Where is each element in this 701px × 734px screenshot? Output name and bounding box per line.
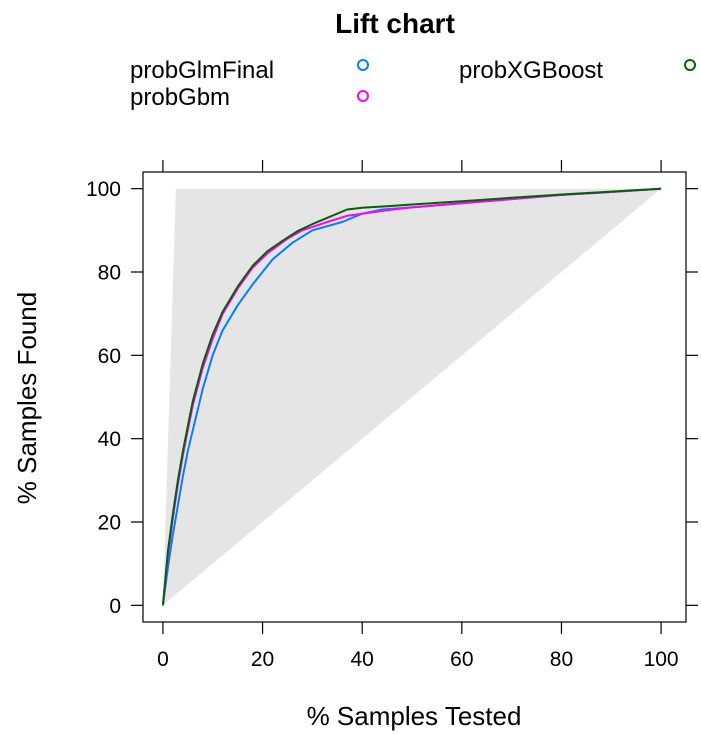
y-tick-label: 60 [98, 345, 121, 368]
series-lines [161, 187, 662, 606]
legend-label-probGlmFinal: probGlmFinal [130, 57, 274, 84]
legend-label-probXGBoost: probXGBoost [459, 57, 603, 84]
y-tick-label: 20 [98, 512, 121, 535]
legend-label-probGbm: probGbm [130, 84, 230, 111]
chart-title: Lift chart [335, 8, 455, 39]
y-tick-label: 40 [98, 428, 121, 451]
x-tick-label: 80 [550, 648, 573, 671]
y-tick-label: 80 [98, 262, 121, 285]
y-tick-label: 100 [86, 178, 121, 201]
legend-marker-probGbm [357, 90, 369, 102]
legend-marker-probGlmFinal [357, 59, 369, 71]
x-tick-label: 20 [251, 648, 274, 671]
y-axis: 0 20 40 60 80 100 [86, 178, 698, 618]
reference-region [162, 188, 662, 606]
x-tick-label: 100 [644, 648, 679, 671]
legend-marker-probXGBoost [684, 59, 696, 71]
series-line-probXGBoost [161, 187, 662, 606]
x-axis-label: % Samples Tested [307, 701, 522, 731]
x-axis: 0 20 40 60 80 100 [157, 160, 679, 671]
x-tick-label: 60 [450, 648, 473, 671]
x-tick-label: 0 [157, 648, 169, 671]
y-axis-label: % Samples Found [12, 292, 42, 504]
x-tick-label: 40 [351, 648, 374, 671]
plot-frame [142, 171, 687, 623]
y-tick-label: 0 [109, 595, 121, 618]
